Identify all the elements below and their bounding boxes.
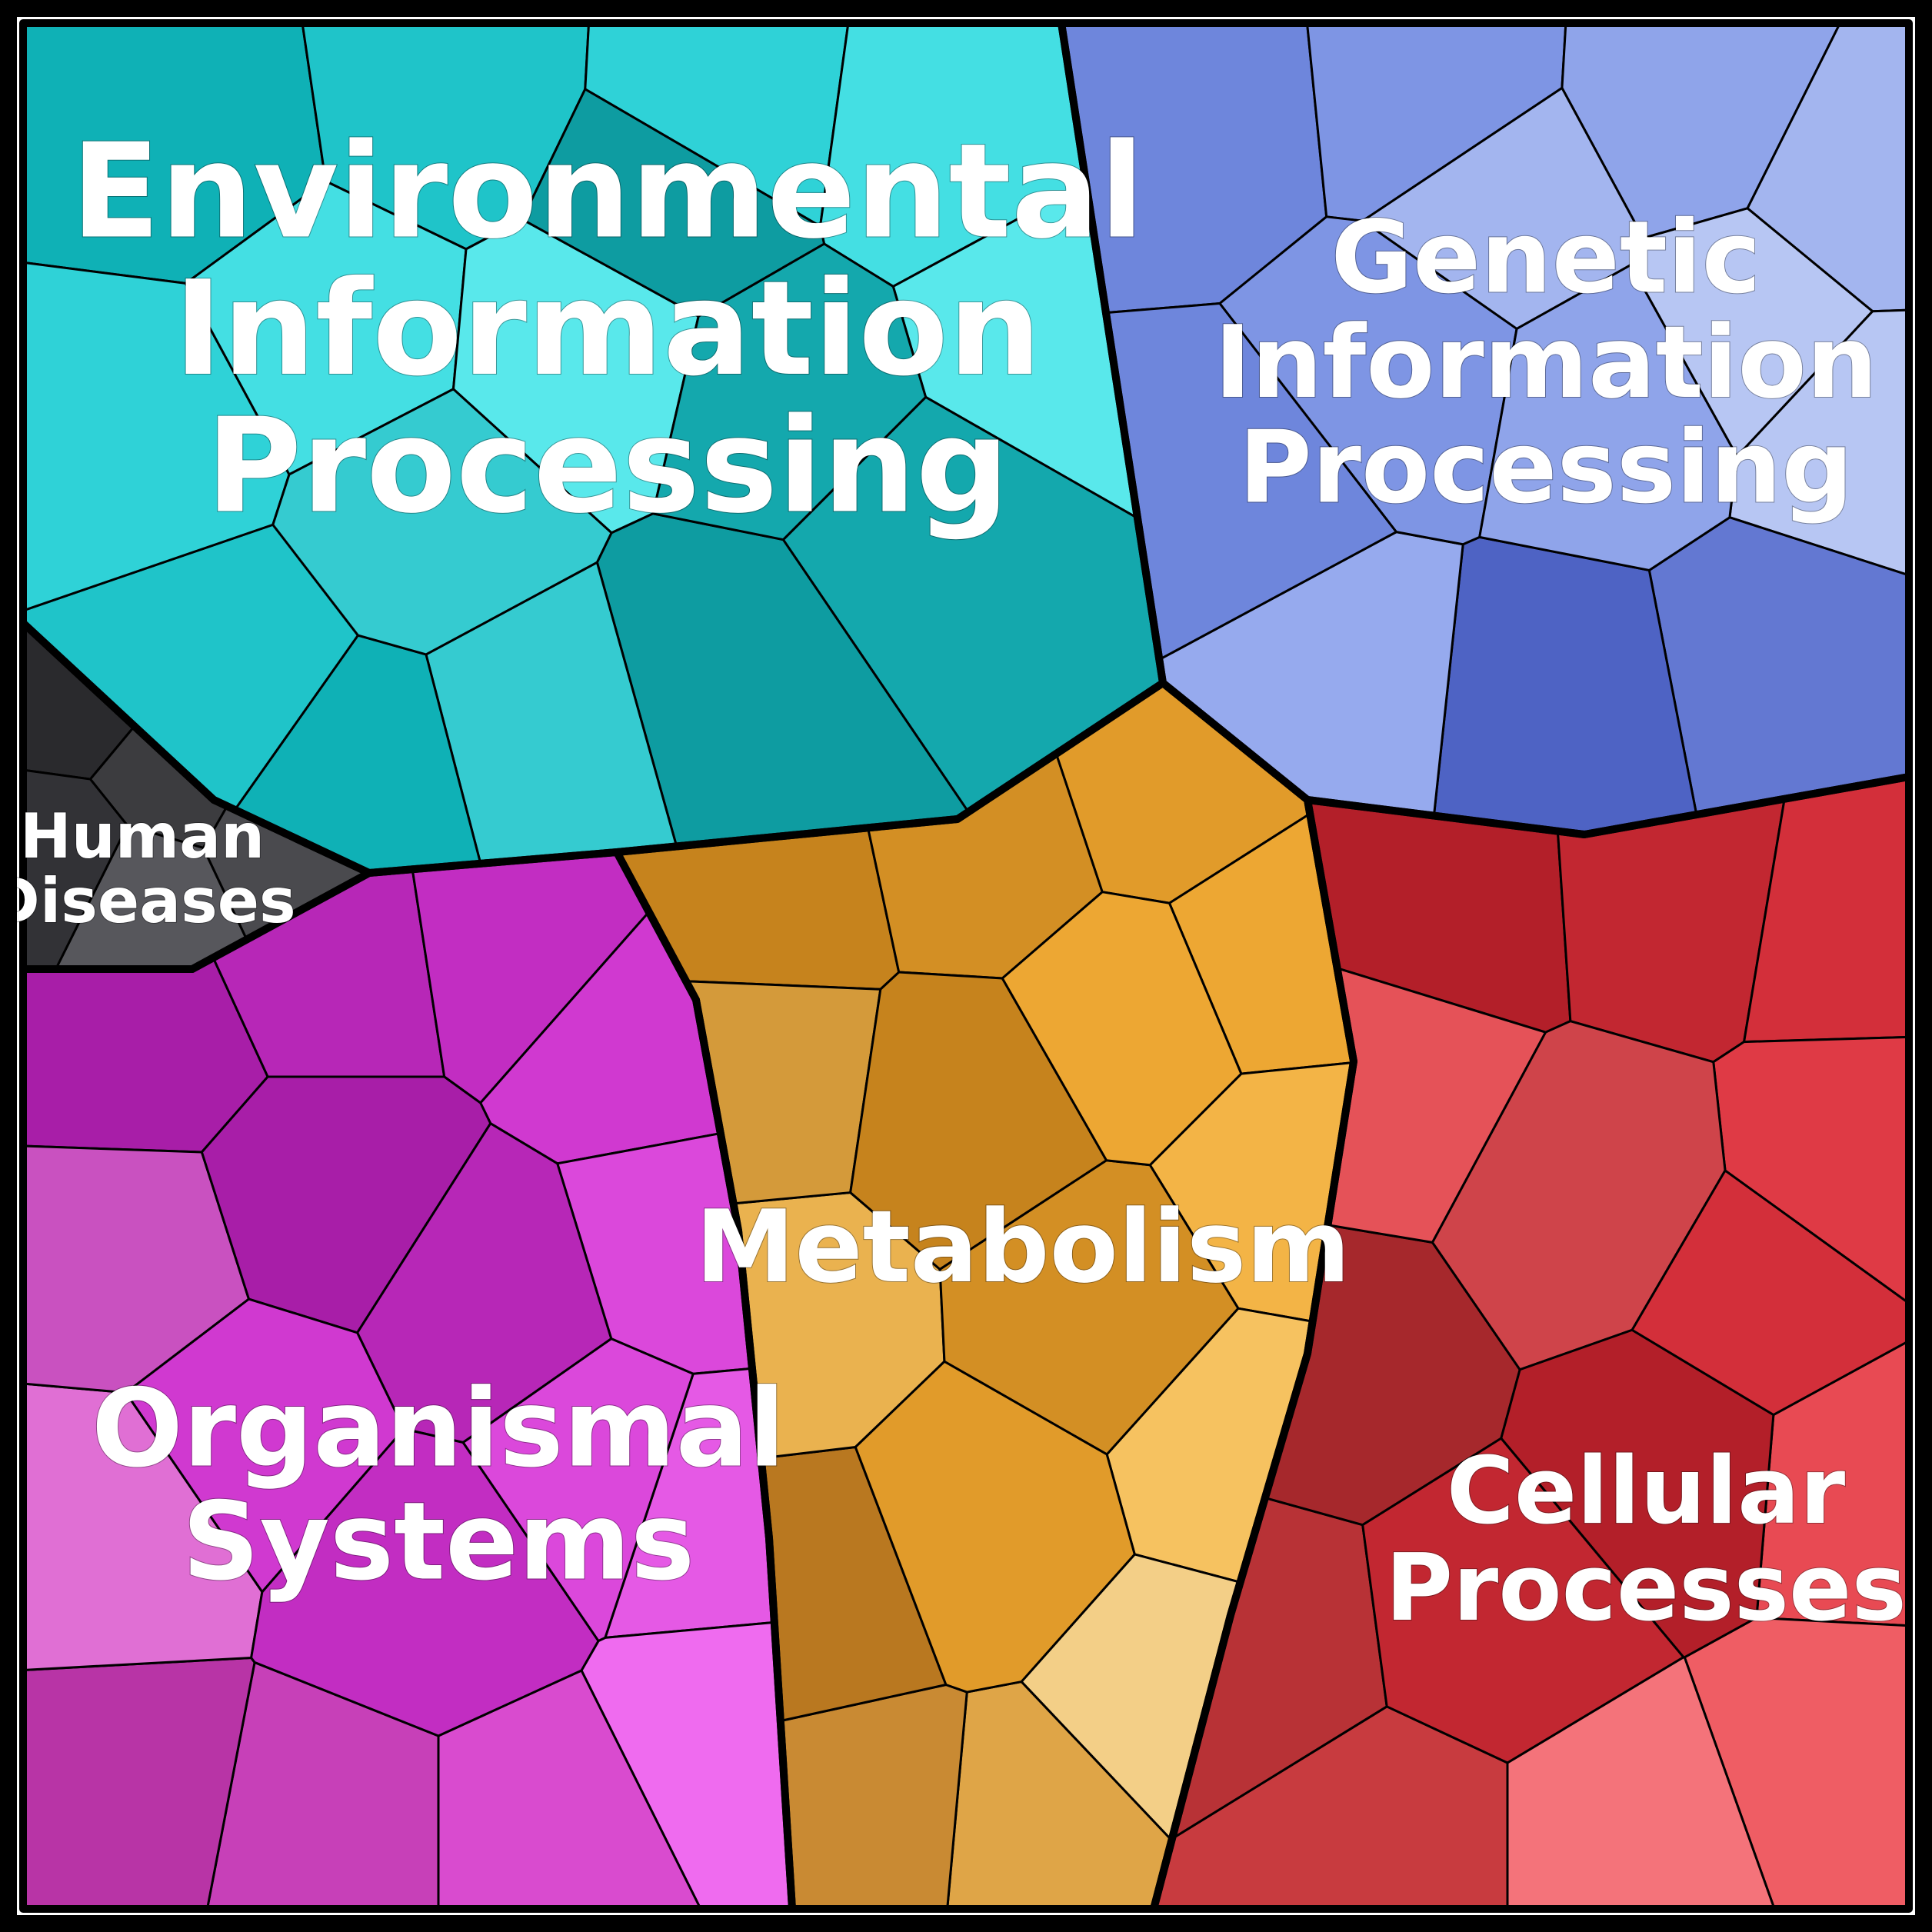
label-metabolism: Metabolism	[695, 1188, 1351, 1305]
label-env-info: EnvironmentalInformationProcessing	[71, 116, 1144, 543]
label-organismal: OrganismalSystems	[92, 1366, 785, 1604]
cell	[781, 1684, 967, 1909]
label-cellular: CellularProcesses	[1385, 1438, 1907, 1642]
label-human-diseases: HumanDiseases	[0, 801, 296, 937]
